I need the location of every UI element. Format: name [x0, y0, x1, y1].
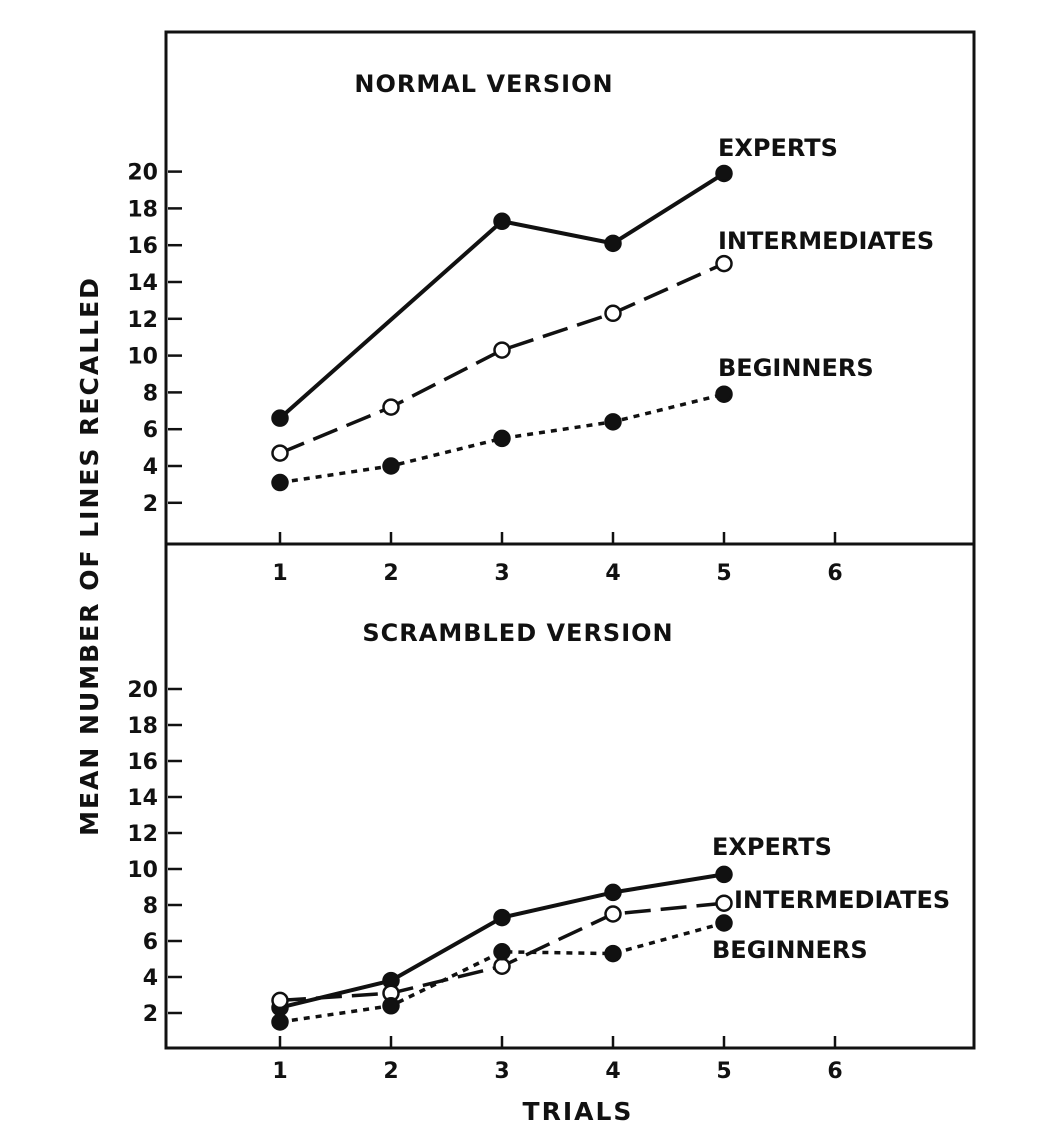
series-label-intermediates: INTERMEDIATES: [718, 227, 934, 255]
series-label-experts: EXPERTS: [718, 134, 838, 162]
y-tick-label: 14: [127, 786, 158, 811]
series-line-beginners: [279, 392, 725, 485]
y-tick-label: 12: [127, 822, 158, 847]
y-tick-label: 8: [143, 381, 158, 406]
x-tick-label: 3: [494, 561, 509, 586]
x-tick-label: 2: [383, 561, 398, 586]
data-point-beginners: [715, 914, 733, 932]
data-point-beginners: [493, 943, 511, 961]
plot-frame: [164, 30, 976, 1050]
x-tick-label: 5: [716, 1059, 731, 1084]
data-point-beginners: [604, 413, 622, 431]
data-point-experts: [715, 164, 733, 183]
y-tick-label: 6: [143, 418, 158, 443]
data-point-intermediates: [715, 894, 733, 912]
data-point-intermediates: [382, 398, 400, 416]
data-point-intermediates: [271, 444, 289, 462]
y-tick-label: 18: [127, 197, 158, 222]
y-tick-label: 18: [127, 714, 158, 739]
data-point-experts: [604, 883, 622, 902]
data-point-beginners: [382, 457, 400, 475]
y-tick-label: 4: [143, 966, 158, 991]
data-point-intermediates: [604, 905, 622, 923]
series-line-experts: [278, 171, 726, 420]
data-point-beginners: [271, 473, 289, 492]
x-tick-label: 5: [716, 561, 731, 586]
series-label-beginners: BEGINNERS: [712, 936, 868, 964]
y-tick-label: 14: [127, 271, 158, 296]
x-tick-label: 2: [383, 1059, 398, 1084]
data-point-intermediates: [604, 304, 622, 323]
series-label-experts: EXPERTS: [712, 833, 832, 861]
x-tick-label: 6: [827, 1059, 842, 1084]
y-tick-label: 10: [127, 345, 158, 370]
data-point-experts: [604, 234, 622, 253]
data-point-experts: [493, 908, 511, 927]
series-line-experts: [279, 872, 725, 1010]
series-label-beginners: BEGINNERS: [718, 354, 874, 382]
y-tick-label: 12: [127, 308, 158, 333]
data-point-beginners: [493, 429, 511, 448]
data-point-intermediates: [271, 991, 289, 1010]
data-point-experts: [493, 212, 511, 231]
y-tick-label: 8: [143, 894, 158, 919]
series-line-intermediates: [279, 262, 725, 455]
data-point-experts: [271, 409, 289, 427]
data-point-intermediates: [493, 957, 511, 975]
y-tick-label: 4: [143, 455, 158, 480]
data-point-experts: [715, 865, 733, 884]
y-tick-label: 6: [143, 930, 158, 955]
y-tick-label: 2: [143, 1002, 158, 1027]
data-point-beginners: [604, 944, 622, 963]
data-point-beginners: [271, 1013, 289, 1031]
y-tick-label: 10: [127, 858, 158, 883]
x-axis-label: TRIALS: [523, 1097, 634, 1126]
panel-title-normal: NORMAL VERSION: [354, 70, 613, 98]
x-tick-label: 1: [272, 561, 287, 586]
x-tick-label: 1: [272, 1059, 287, 1084]
data-point-intermediates: [493, 341, 511, 359]
y-tick-label: 16: [127, 750, 158, 775]
data-point-beginners: [715, 385, 733, 403]
series-label-intermediates: INTERMEDIATES: [734, 886, 950, 914]
y-tick-label: 16: [127, 234, 158, 259]
data-point-intermediates: [715, 254, 733, 273]
panel-title-scrambled: SCRAMBLED VERSION: [362, 619, 673, 647]
y-tick-label: 20: [127, 161, 158, 186]
x-tick-label: 4: [605, 561, 620, 586]
series-line-beginners: [279, 921, 725, 1024]
x-tick-label: 3: [494, 1059, 509, 1084]
y-axis-label: MEAN NUMBER OF LINES RECALLED: [75, 276, 104, 836]
y-tick-label: 2: [143, 492, 158, 517]
x-tick-label: 6: [827, 561, 842, 586]
y-tick-label: 20: [127, 678, 158, 703]
data-point-beginners: [382, 997, 400, 1015]
x-tick-label: 4: [605, 1059, 620, 1084]
